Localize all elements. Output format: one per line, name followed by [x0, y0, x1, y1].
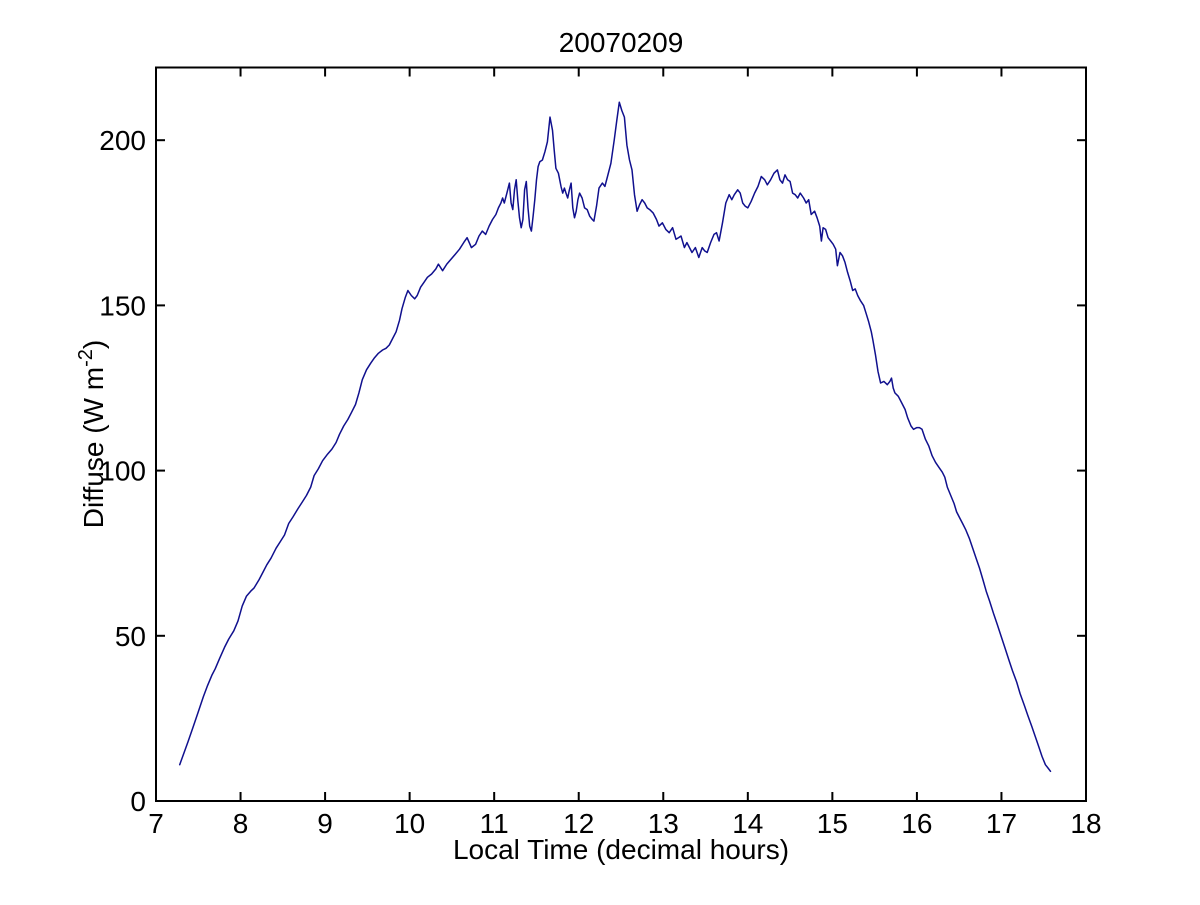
x-tick-label: 10 — [394, 808, 425, 839]
y-tick-label: 50 — [115, 621, 146, 652]
y-tick-label: 200 — [99, 125, 146, 156]
x-tick-label: 18 — [1070, 808, 1101, 839]
y-axis-label-superscript: -2 — [75, 349, 97, 367]
y-tick-labels: 0 50 100 150 200 — [99, 125, 146, 817]
plot-box-border — [155, 66, 1087, 802]
y-axis-label-suffix: ) — [78, 340, 109, 349]
x-tick-label: 17 — [986, 808, 1017, 839]
x-axis-label: Local Time (decimal hours) — [453, 834, 789, 865]
y-axis-label-prefix: Diffuse (W m — [78, 367, 109, 528]
x-tick-label: 11 — [480, 808, 509, 839]
x-tick-label: 9 — [317, 808, 333, 839]
x-tick-label: 7 — [148, 808, 164, 839]
x-tick-label: 14 — [732, 808, 763, 839]
x-tick-label: 8 — [233, 808, 249, 839]
chart-title: 20070209 — [559, 27, 684, 58]
plot-area — [156, 67, 1086, 801]
y-tick-label: 150 — [99, 290, 146, 321]
x-tick-label: 16 — [901, 808, 932, 839]
x-tick-label: 13 — [648, 808, 679, 839]
x-tick-labels: 7 8 9 10 11 12 13 14 15 16 17 18 — [148, 808, 1101, 839]
y-tick-label: 0 — [130, 786, 146, 817]
x-tick-label: 12 — [563, 808, 594, 839]
diffuse-line — [178, 101, 1052, 773]
x-tick-label: 15 — [817, 808, 848, 839]
y-tick-label: 100 — [99, 456, 146, 487]
y-axis-label: Diffuse (W m-2) — [75, 340, 109, 528]
